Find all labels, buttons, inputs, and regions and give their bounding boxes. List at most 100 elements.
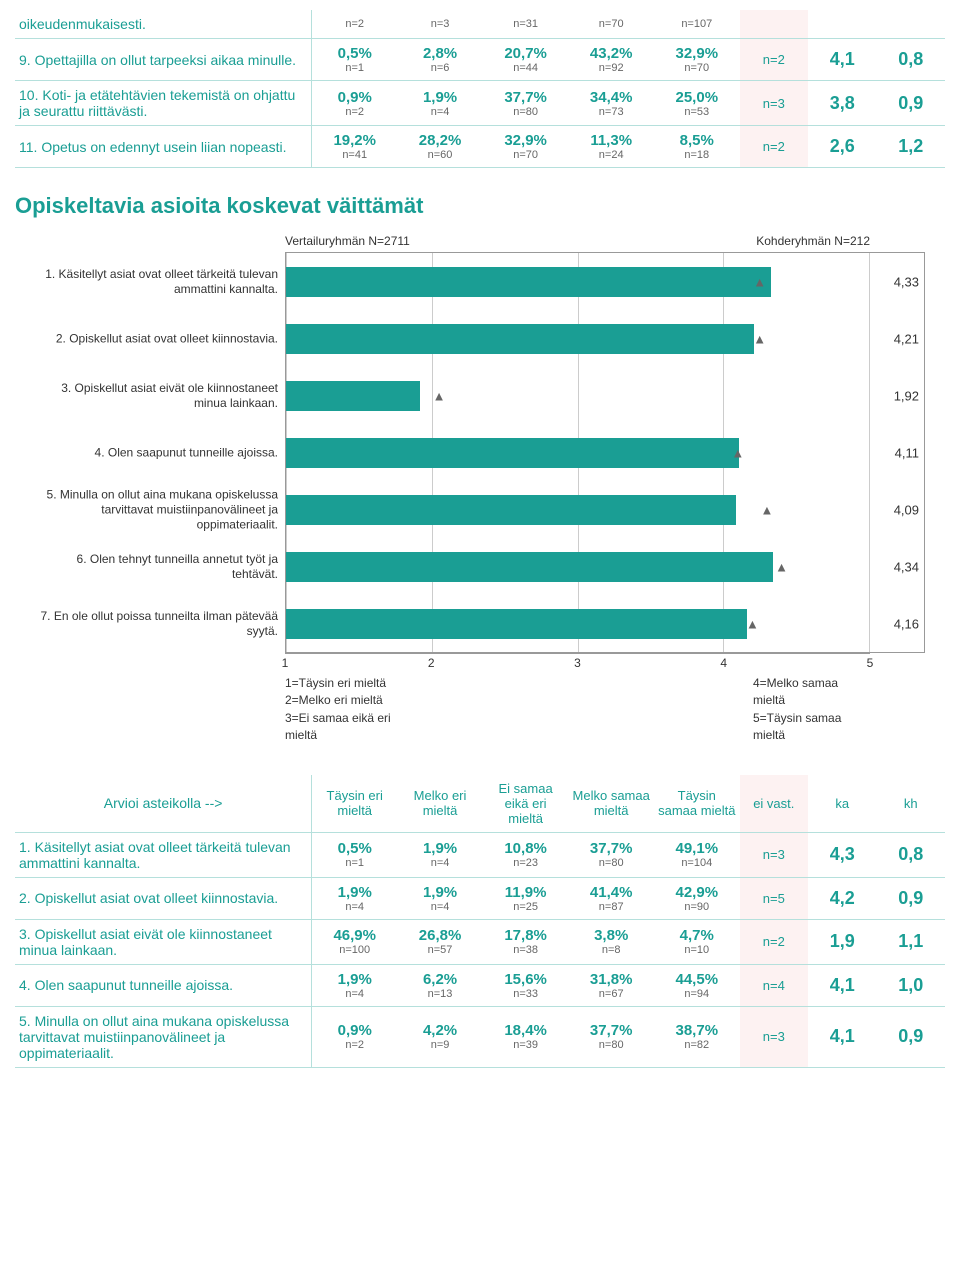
kh-cell: 1,0 (876, 964, 945, 1006)
table-header-n-row: oikeudenmukaisesti. n=2 n=3 n=31 n=70 n=… (15, 10, 945, 39)
n-value: n=9 (401, 1039, 479, 1051)
n-value: n=90 (658, 901, 736, 913)
percent-value: 8,5% (658, 132, 736, 149)
data-cell: 17,8%n=38 (483, 919, 569, 964)
n-header: n=107 (658, 18, 736, 30)
section-title: Opiskeltavia asioita koskevat väittämät (15, 193, 945, 219)
n-value: n=57 (401, 944, 479, 956)
data-cell: 37,7%n=80 (568, 1006, 654, 1067)
bar-label: 2. Opiskellut asiat ovat olleet kiinnost… (28, 331, 278, 346)
row-label: 9. Opettajilla on ollut tarpeeksi aikaa … (15, 39, 312, 81)
percent-value: 31,8% (572, 971, 650, 988)
percent-value: 37,7% (572, 840, 650, 857)
data-cell: 1,9%n=4 (397, 81, 483, 126)
bar (286, 267, 771, 297)
percent-value: 18,4% (487, 1022, 565, 1039)
data-cell: 10,8%n=23 (483, 832, 569, 877)
n-value: n=39 (487, 1039, 565, 1051)
percent-value: 2,8% (401, 45, 479, 62)
row-label: 4. Olen saapunut tunneille ajoissa. (15, 964, 312, 1006)
percent-value: 41,4% (572, 884, 650, 901)
n-value: n=67 (572, 988, 650, 1000)
eivast-cell: n=5 (740, 877, 808, 919)
percent-value: 3,8% (572, 927, 650, 944)
table-row: 4. Olen saapunut tunneille ajoissa.1,9%n… (15, 964, 945, 1006)
legend-item: 1=Täysin eri mieltä (285, 675, 402, 692)
bar-label: 4. Olen saapunut tunneille ajoissa. (28, 445, 278, 460)
data-cell: 32,9%n=70 (483, 126, 569, 168)
percent-value: 6,2% (401, 971, 479, 988)
chart-top-right-label: Kohderyhmän N=212 (756, 234, 870, 248)
n-value: n=80 (487, 106, 565, 118)
n-value: n=1 (316, 857, 393, 869)
percent-value: 0,9% (316, 1022, 393, 1039)
data-cell: 1,9%n=4 (397, 877, 483, 919)
row-label: 10. Koti- ja etätehtävien tekemistä on o… (15, 81, 312, 126)
triangle-marker-icon: ▲ (775, 559, 788, 574)
percent-value: 43,2% (572, 45, 650, 62)
data-cell: 44,5%n=94 (654, 964, 740, 1006)
ka-cell: 1,9 (808, 919, 876, 964)
n-value: n=13 (401, 988, 479, 1000)
percent-value: 19,2% (316, 132, 393, 149)
n-value: n=6 (401, 62, 479, 74)
row-label: 2. Opiskellut asiat ovat olleet kiinnost… (15, 877, 312, 919)
chart-bar-row: 6. Olen tehnyt tunneilla annetut työt ja… (286, 538, 924, 595)
row-label: 1. Käsitellyt asiat ovat olleet tärkeitä… (15, 832, 312, 877)
percent-value: 11,3% (572, 132, 650, 149)
x-tick: 4 (720, 656, 727, 670)
n-value: n=18 (658, 149, 736, 161)
x-tick: 1 (282, 656, 289, 670)
percent-value: 37,7% (487, 89, 565, 106)
percent-value: 44,5% (658, 971, 736, 988)
data-cell: 25,0%n=53 (654, 81, 740, 126)
col-header: Täysin samaa mieltä (654, 775, 740, 833)
bar-value-label: 1,92 (894, 388, 919, 403)
data-cell: 6,2%n=13 (397, 964, 483, 1006)
n-value: n=44 (487, 62, 565, 74)
n-value: n=24 (572, 149, 650, 161)
eivast-cell: n=3 (740, 81, 808, 126)
data-cell: 38,7%n=82 (654, 1006, 740, 1067)
bar-value-label: 4,21 (894, 331, 919, 346)
bar-value-label: 4,09 (894, 502, 919, 517)
n-value: n=80 (572, 857, 650, 869)
x-tick: 3 (574, 656, 581, 670)
data-cell: 15,6%n=33 (483, 964, 569, 1006)
legend-item: 2=Melko eri mieltä (285, 692, 402, 709)
kh-cell: 1,1 (876, 919, 945, 964)
eivast-cell: n=3 (740, 1006, 808, 1067)
kh-cell: 0,8 (876, 39, 945, 81)
percent-value: 15,6% (487, 971, 565, 988)
table-row: 5. Minulla on ollut aina mukana opiskelu… (15, 1006, 945, 1067)
n-value: n=2 (316, 106, 393, 118)
chart-bar-row: 3. Opiskellut asiat eivät ole kiinnostan… (286, 367, 924, 424)
bar-label: 5. Minulla on ollut aina mukana opiskelu… (28, 487, 278, 532)
col-header: ka (808, 775, 876, 833)
n-value: n=41 (316, 149, 393, 161)
data-cell: 31,8%n=67 (568, 964, 654, 1006)
percent-value: 4,7% (658, 927, 736, 944)
bar-label: 7. En ole ollut poissa tunneilta ilman p… (28, 609, 278, 639)
n-value: n=2 (316, 1039, 393, 1051)
eivast-cell: n=2 (740, 126, 808, 168)
ka-cell: 4,1 (808, 1006, 876, 1067)
table-row: 11. Opetus on edennyt usein liian nopeas… (15, 126, 945, 168)
percent-value: 1,9% (401, 884, 479, 901)
data-cell: 26,8%n=57 (397, 919, 483, 964)
bar (286, 381, 420, 411)
percent-value: 26,8% (401, 927, 479, 944)
x-tick: 5 (867, 656, 874, 670)
n-value: n=53 (658, 106, 736, 118)
percent-value: 32,9% (658, 45, 736, 62)
percent-value: 4,2% (401, 1022, 479, 1039)
n-value: n=70 (658, 62, 736, 74)
percent-value: 42,9% (658, 884, 736, 901)
col-header: kh (876, 775, 945, 833)
data-cell: 1,9%n=4 (312, 964, 398, 1006)
percent-value: 20,7% (487, 45, 565, 62)
data-cell: 41,4%n=87 (568, 877, 654, 919)
n-value: n=10 (658, 944, 736, 956)
data-cell: 3,8%n=8 (568, 919, 654, 964)
data-cell: 46,9%n=100 (312, 919, 398, 964)
